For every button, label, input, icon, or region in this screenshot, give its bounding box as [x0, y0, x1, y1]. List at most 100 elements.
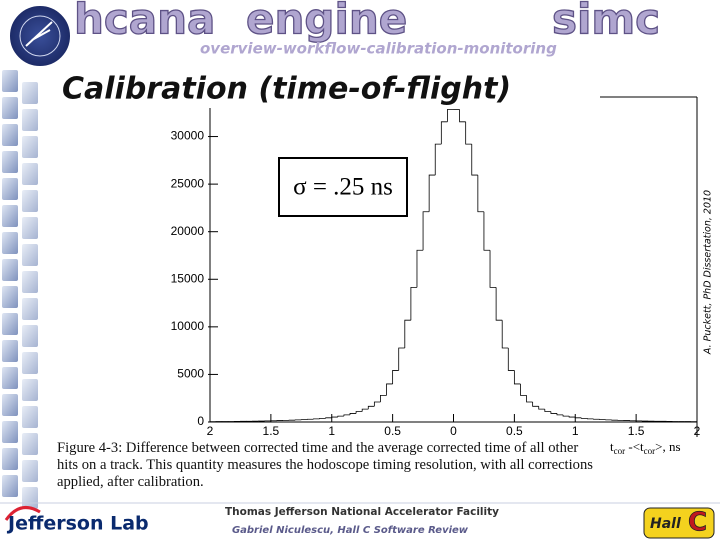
side-decoration [2, 70, 38, 509]
figure-caption: Figure 4-3: Difference between corrected… [57, 440, 593, 490]
x-label-part: cor [614, 446, 626, 456]
histogram-bin [361, 408, 369, 412]
side-brick [22, 136, 38, 158]
header-word: engine [246, 0, 407, 44]
annotation: σ = .25 ns [293, 174, 393, 201]
histogram-bin [398, 347, 405, 371]
side-brick [2, 448, 18, 470]
y-tick-label: 20000 [171, 224, 205, 238]
histogram-bin [440, 121, 448, 145]
histogram-bin [428, 174, 436, 212]
side-brick [22, 433, 38, 455]
histogram-bin [367, 405, 375, 410]
header-word: hcana [74, 0, 215, 44]
x-tick-label: 2 [694, 424, 701, 438]
side-brick [22, 163, 38, 185]
histogram-bin [513, 370, 521, 385]
side-brick [22, 460, 38, 482]
histogram-bin [532, 402, 539, 407]
histogram-bin [373, 401, 381, 407]
lab-swoosh [4, 506, 41, 521]
side-brick [22, 217, 38, 239]
side-brick [2, 232, 18, 254]
y-tick-label: 25000 [171, 176, 205, 190]
x-axis-label: tcor -<tcor>, ns [610, 439, 681, 456]
slide-title: Calibration (time-of-flight) [62, 72, 511, 107]
histogram-bin [538, 406, 545, 410]
side-brick [22, 82, 38, 104]
histogram-bin [544, 409, 551, 412]
side-brick [2, 259, 18, 281]
histogram-bin [422, 211, 430, 251]
histogram-bin [349, 413, 357, 415]
histogram-bin [392, 370, 399, 384]
side-brick [22, 109, 38, 131]
x-tick-label: 1 [572, 424, 579, 438]
side-brick [2, 97, 18, 119]
side-brick [22, 406, 38, 428]
plot: 0 5000 10000 15000 20000 25000 30000 2 1.5 1 0.5 0 0… [171, 108, 701, 438]
footer-lab: Jefferson Lab [6, 513, 149, 535]
side-brick [2, 421, 18, 443]
seal-ring [19, 15, 61, 57]
footer-author: Gabriel Niculescu, Hall C Software Revie… [232, 525, 469, 536]
histogram-bin [416, 249, 424, 288]
x-label-part: >, ns [655, 439, 680, 454]
histogram-bin [386, 383, 393, 396]
credit: A. Puckett, PhD Dissertation, 2010 [703, 190, 714, 355]
side-brick [22, 298, 38, 320]
side-brick [22, 244, 38, 266]
hallc-logo-text: Hall [650, 516, 681, 532]
histogram-bin [483, 211, 491, 251]
x-label-part: cor [644, 446, 656, 456]
side-brick [2, 313, 18, 335]
histogram-bin [331, 416, 338, 418]
side-brick [2, 367, 18, 389]
side-brick [2, 70, 18, 92]
histogram-bin [550, 411, 557, 414]
side-brick [22, 325, 38, 347]
x-tick-label: 0.5 [384, 424, 401, 438]
side-brick [22, 379, 38, 401]
side-brick [2, 286, 18, 308]
histogram-bin [410, 286, 417, 321]
histogram-bin [337, 415, 344, 418]
histogram-bin [495, 287, 503, 321]
histogram-bin [562, 414, 570, 417]
side-brick [2, 475, 18, 497]
histogram-bin [520, 383, 527, 396]
x-tick-label: 0.5 [506, 424, 523, 438]
histogram-bin [568, 416, 576, 418]
hallc-logo [643, 507, 715, 539]
histogram-bin [355, 411, 363, 414]
side-brick [2, 124, 18, 146]
side-brick [2, 394, 18, 416]
side-brick [22, 190, 38, 212]
histogram-bin [580, 417, 588, 419]
histogram-bin [465, 121, 472, 145]
histogram-bin [343, 414, 351, 417]
y-tick-label: 5000 [177, 367, 204, 381]
histogram-bin [489, 250, 497, 288]
side-brick [22, 487, 38, 509]
histogram-bin [434, 143, 442, 176]
histogram-bin [380, 394, 387, 403]
x-tick-label: 1.5 [628, 424, 645, 438]
side-brick [22, 271, 38, 293]
y-tick-label: 0 [197, 414, 204, 428]
histogram-bin [404, 319, 411, 348]
side-brick [2, 151, 18, 173]
x-tick-label: 1.5 [263, 424, 280, 438]
histogram-bin [325, 417, 332, 419]
histogram-bin [447, 109, 454, 122]
seal-emblem [25, 21, 53, 47]
histogram-bin [574, 417, 582, 419]
histogram-bin [471, 144, 478, 176]
annotation-box [278, 157, 408, 217]
side-brick [22, 352, 38, 374]
x-tick-label: 2 [207, 424, 214, 438]
x-label-part: -<t [625, 439, 644, 454]
y-tick-label: 15000 [171, 271, 205, 285]
histogram-bin [477, 175, 484, 213]
